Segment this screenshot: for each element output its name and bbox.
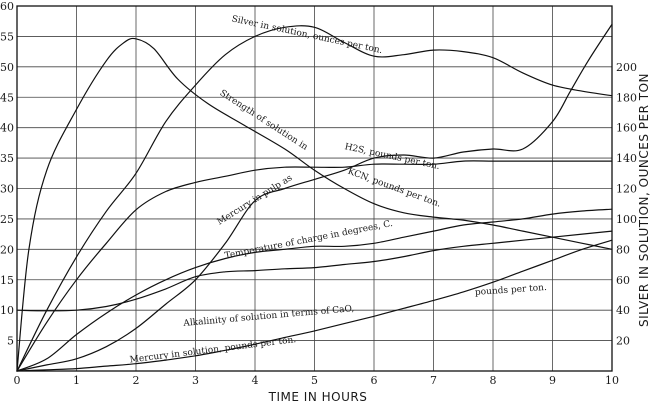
y-right-tick-label: 100: [616, 213, 637, 226]
y-tick-label: 25: [0, 213, 14, 226]
curve-label: Temperature of charge in degrees, C.: [224, 219, 394, 261]
left-axis: 5 10 15 20 25 30 35 40 45 50 55 60: [0, 0, 14, 348]
y-tick-label: 45: [0, 91, 14, 104]
y-axis-title-right: SILVER IN SOLUTION, OUNCES PER TON: [637, 73, 651, 327]
right-axis: 20 40 60 80 100 120 140 160 180 200: [616, 61, 637, 348]
y-tick-label: 10: [0, 304, 14, 317]
plot-frame: [16, 5, 613, 372]
x-tick-label: 5: [311, 374, 318, 387]
curve-label: Alkalinity of solution in terms of CaO,: [182, 304, 355, 329]
curve-label: Silver in solution, ounces per ton.: [231, 14, 384, 56]
curves: [16, 23, 613, 372]
x-tick-label: 6: [371, 374, 378, 387]
y-tick-label: 50: [0, 61, 14, 74]
series-line-2: [16, 25, 613, 372]
x-tick-label: 4: [252, 374, 259, 387]
y-right-tick-label: 40: [616, 304, 630, 317]
y-tick-label: 15: [0, 274, 14, 287]
y-right-tick-label: 180: [616, 91, 637, 104]
x-tick-label: 10: [605, 374, 619, 387]
y-right-tick-label: 60: [616, 274, 630, 287]
grid: [17, 6, 612, 371]
y-tick-label: 60: [0, 0, 14, 13]
series-line-4: [16, 160, 613, 372]
y-right-tick-label: 160: [616, 122, 637, 135]
x-tick-label: 7: [430, 374, 437, 387]
y-right-tick-label: 200: [616, 61, 637, 74]
y-right-tick-label: 20: [616, 335, 630, 348]
y-tick-label: 20: [0, 243, 14, 256]
series-line-1: [16, 37, 613, 372]
series-line-3: [16, 23, 613, 372]
y-tick-label: 30: [0, 183, 14, 196]
x-tick-label: 3: [192, 374, 199, 387]
series-line-5: [16, 208, 613, 372]
curve-label: pounds per ton.: [475, 283, 548, 298]
x-axis-title: TIME IN HOURS: [268, 390, 368, 404]
x-tick-label: 2: [133, 374, 140, 387]
series-line-6: [16, 230, 613, 312]
x-tick-label: 1: [73, 374, 80, 387]
y-tick-label: 5: [7, 335, 14, 348]
x-tick-label: 9: [549, 374, 556, 387]
x-tick-label: 0: [14, 374, 21, 387]
x-tick-label: 8: [490, 374, 497, 387]
plot-border: [16, 5, 613, 372]
y-right-tick-label: 140: [616, 152, 637, 165]
y-tick-label: 55: [0, 30, 14, 43]
y-right-tick-label: 120: [616, 183, 637, 196]
curve-label: Strength of solution in: [218, 88, 310, 152]
curve-label: Mercury in solution, pounds per ton.: [129, 335, 297, 365]
y-tick-label: 40: [0, 122, 14, 135]
curve-label: H2S, pounds per ton.: [344, 142, 441, 172]
series-line-7: [16, 239, 613, 372]
y-tick-label: 35: [0, 152, 14, 165]
y-right-tick-label: 80: [616, 243, 630, 256]
x-axis: 0 1 2 3 4 5 6 7 8 9 10: [14, 374, 620, 387]
